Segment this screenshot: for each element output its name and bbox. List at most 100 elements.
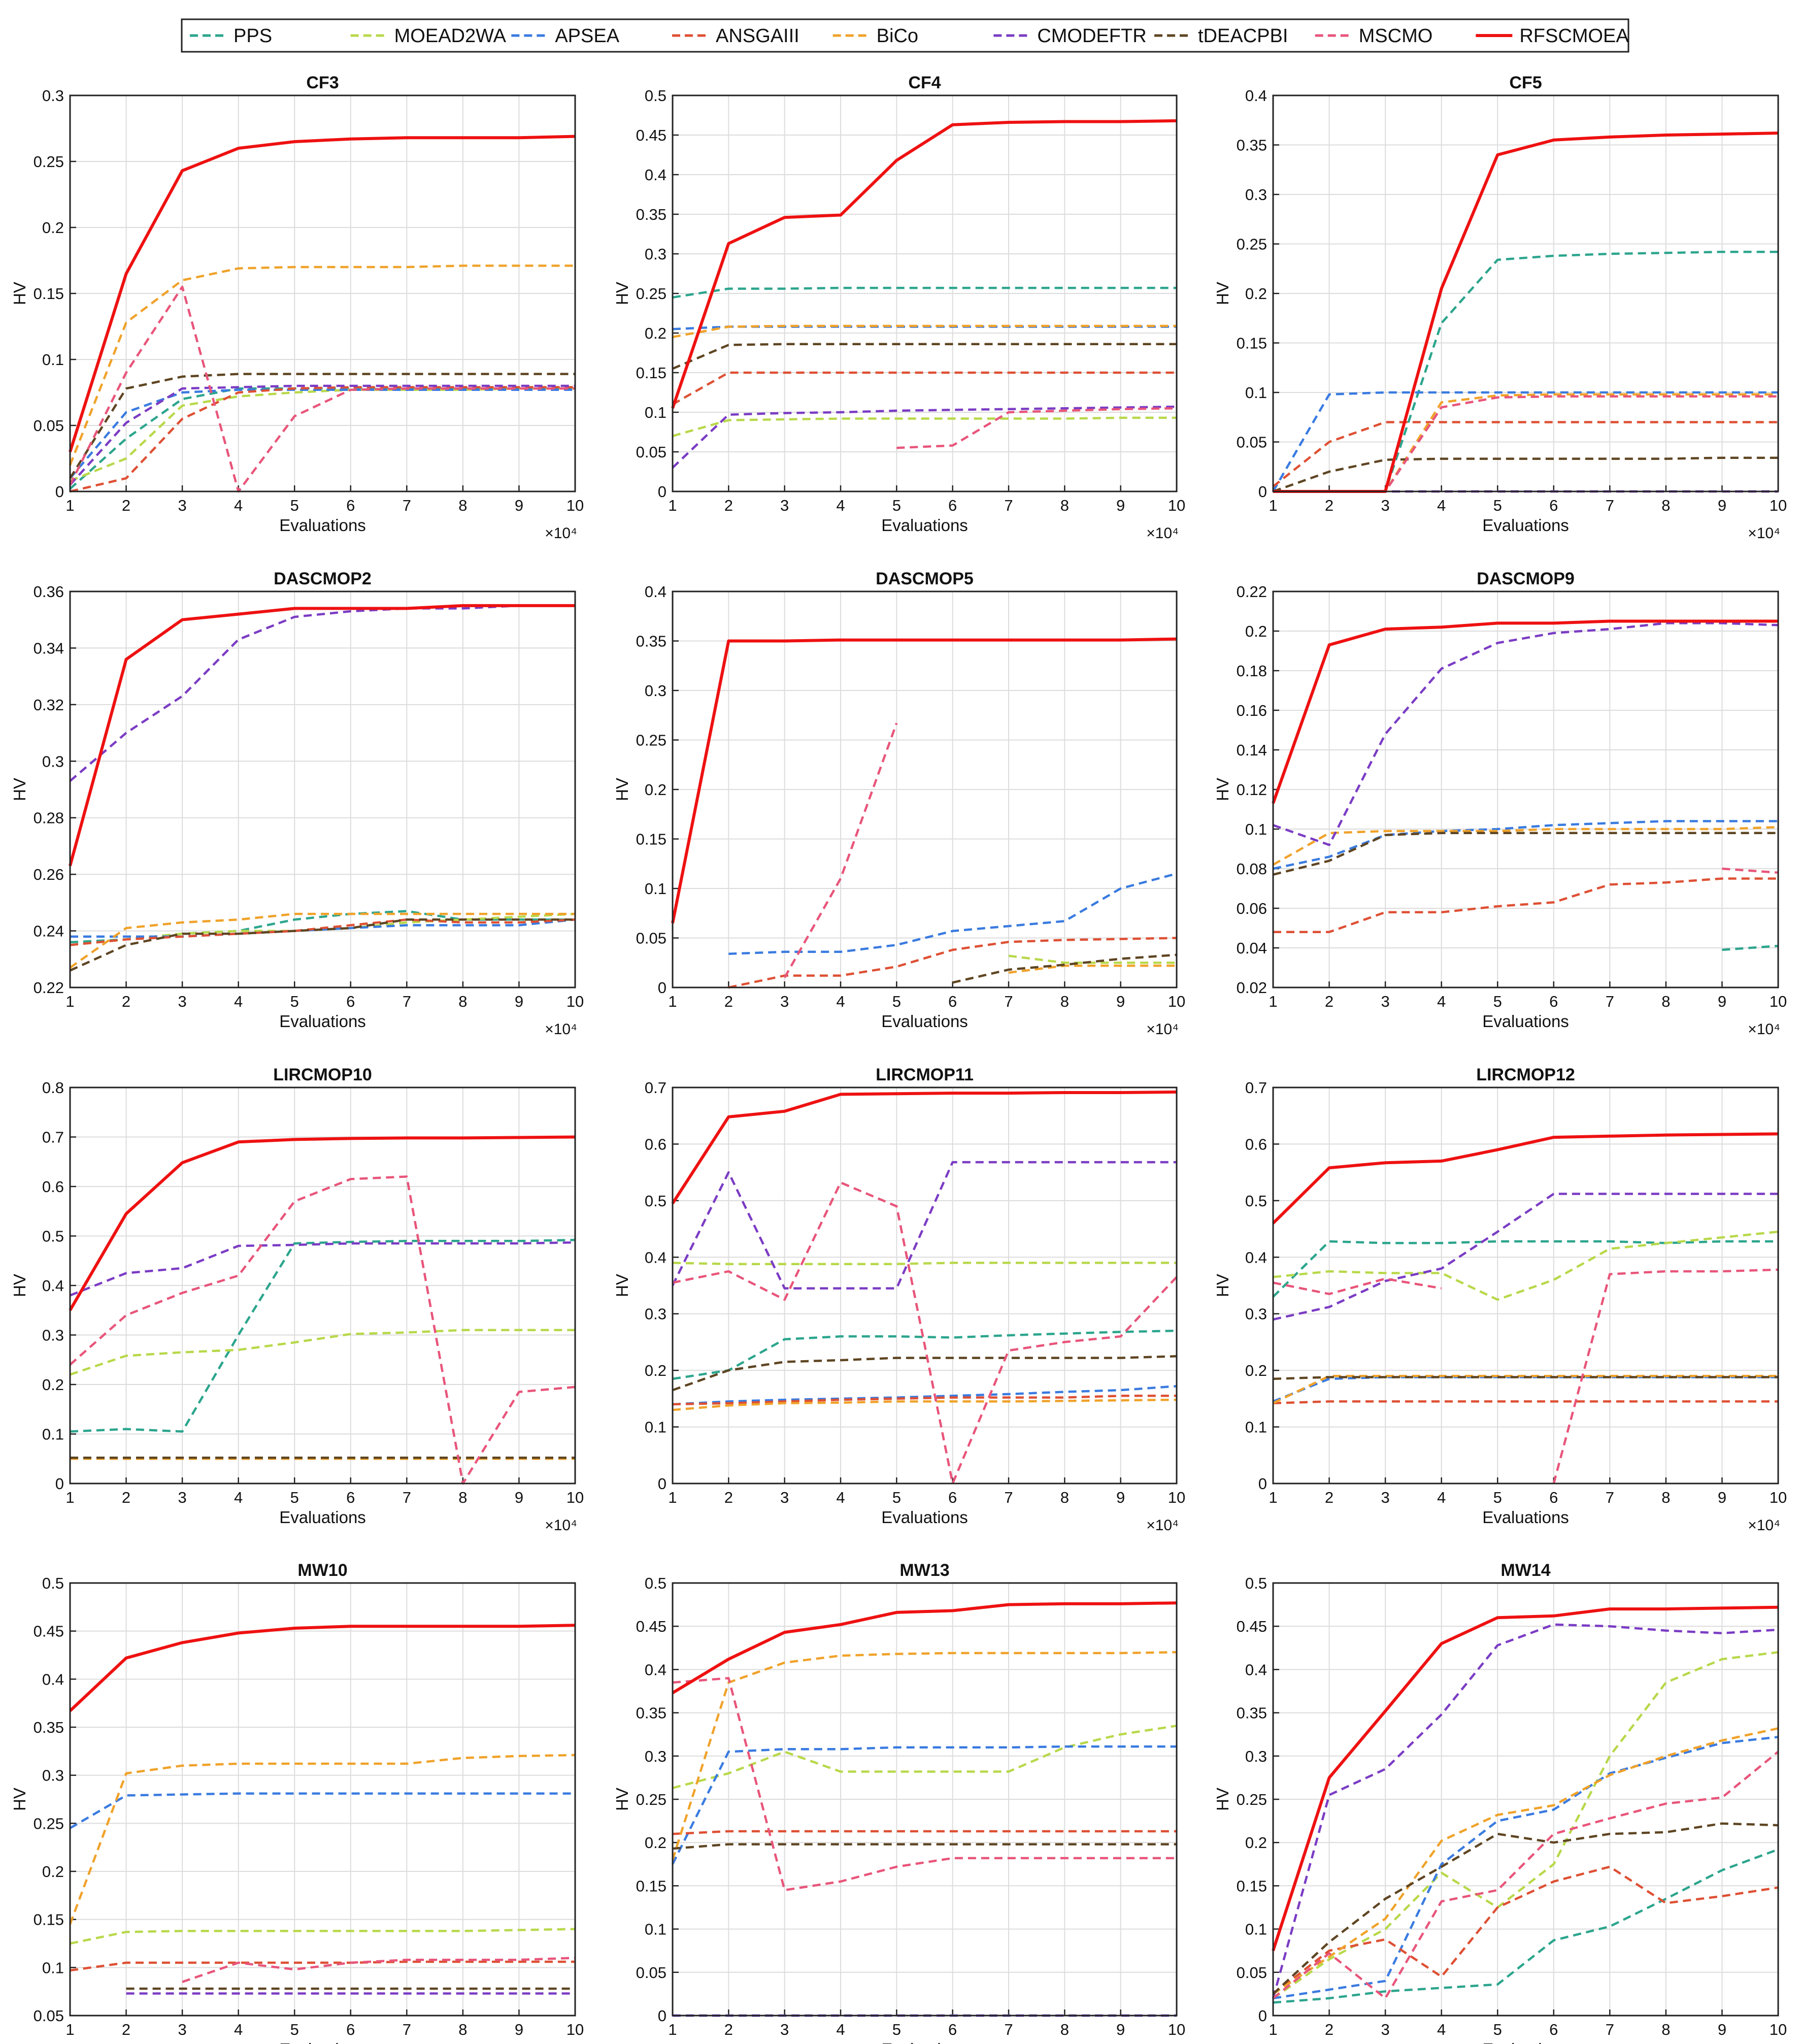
series-line-ansgaiii bbox=[1272, 421, 1778, 488]
y-tick-label: 0.5 bbox=[645, 87, 666, 105]
x-tick-label: 7 bbox=[1606, 497, 1614, 514]
x-tick-label: 6 bbox=[948, 993, 957, 1010]
axes-frame bbox=[1272, 1086, 1779, 1485]
chart-dascmop5: 0 0.05 0.1 0.15 0.2 0.25 0.3 0.35 0.4 1 2 3 4 5 6 7 8 9 10… bbox=[613, 569, 1185, 1038]
x-tick-label: 10 bbox=[1168, 2021, 1185, 2038]
series-line-cmodeftr bbox=[1273, 622, 1779, 846]
x-axis-label: Evaluations bbox=[881, 2040, 968, 2044]
x-tick-label: 8 bbox=[458, 2021, 467, 2038]
x-tick-label: 2 bbox=[122, 993, 130, 1010]
y-tick-label: 0.15 bbox=[1237, 1877, 1267, 1895]
chart-mw14: 0 0.05 0.1 0.15 0.2 0.25 0.3 0.35 0.4 0.45 0.5 1 2 3 4… bbox=[1213, 1561, 1787, 2044]
x-exponent-label: ×10⁴ bbox=[1748, 1517, 1780, 1534]
y-tick-label: 0.4 bbox=[1245, 87, 1267, 105]
series-line-tdeacpbi bbox=[672, 1355, 1177, 1392]
legend-box bbox=[181, 18, 1629, 53]
chart-title: CF4 bbox=[908, 73, 941, 92]
series-line-ansgaiii bbox=[70, 918, 576, 946]
series-line-tdeacpbi bbox=[672, 343, 1177, 370]
series-group bbox=[69, 1135, 576, 1485]
y-tick-label: 0 bbox=[658, 1475, 666, 1493]
series-line-pps bbox=[69, 387, 575, 490]
y-tick-label: 0.08 bbox=[1237, 860, 1267, 878]
chart-title: DASCMOP2 bbox=[274, 569, 372, 588]
x-tick-label: 2 bbox=[724, 1489, 733, 1506]
chart-grid: 00.050.10.150.20.250.31 2 3 4 5 6 7 8 9 10CF3Eval… bbox=[10, 73, 1787, 2044]
y-tick-label: 0.45 bbox=[636, 1618, 666, 1635]
y-tick-label: 0.3 bbox=[645, 1305, 666, 1323]
y-tick-label: 0 bbox=[658, 483, 666, 501]
x-tick-label: 4 bbox=[836, 497, 845, 514]
x-tick-label: 4 bbox=[234, 497, 243, 514]
axes-frame bbox=[672, 1582, 1178, 2017]
y-tick-label: 0.4 bbox=[645, 1248, 666, 1266]
series-line-apsea bbox=[1273, 1736, 1779, 2000]
y-tick-label: 0.14 bbox=[1237, 741, 1267, 759]
x-tick-label: 1 bbox=[668, 497, 677, 514]
y-tick-label: 0.6 bbox=[645, 1135, 666, 1153]
x-tick-label: 6 bbox=[1549, 1489, 1558, 1506]
legend-item-rfscmoea: RFSCMOEA bbox=[1476, 25, 1629, 47]
y-tick-label: 0.1 bbox=[1245, 384, 1267, 402]
x-tick-label: 5 bbox=[892, 497, 901, 514]
x-tick-label: 3 bbox=[178, 2021, 186, 2038]
y-tick-label: 0.3 bbox=[645, 682, 666, 700]
x-tick-label: 8 bbox=[1661, 497, 1670, 514]
x-tick-label: 10 bbox=[566, 497, 584, 514]
y-tick-label: 0.22 bbox=[1237, 583, 1267, 601]
y-tick-label: 0.4 bbox=[645, 583, 666, 601]
legend: PPS MOEAD2WA APSEA ANSGAIII BiCo CMODEFTR tDEA… bbox=[181, 18, 1629, 53]
y-tick-label: 0.1 bbox=[645, 880, 666, 898]
y-tick-label: 0 bbox=[1258, 483, 1267, 501]
series-line-cmodeftr bbox=[1272, 1623, 1779, 1999]
legend-label: APSEA bbox=[555, 25, 619, 47]
series-line-rfscmoea bbox=[1272, 1605, 1779, 1952]
legend-item-tdeacpbi: tDEACPBI bbox=[1154, 25, 1288, 47]
axes-frame bbox=[1272, 94, 1779, 492]
y-axis-label: HV bbox=[613, 1788, 631, 1811]
y-tick-label: 0.05 bbox=[1237, 434, 1267, 451]
chart-mw13: 0 0.05 0.1 0.15 0.2 0.25 0.3 0.35 0.4 0.45 0.5 1 2 3 4… bbox=[613, 1561, 1185, 2044]
x-tick-label: 10 bbox=[1168, 1489, 1185, 1506]
x-tick-label: 9 bbox=[1718, 2021, 1726, 2038]
x-tick-label: 8 bbox=[458, 497, 467, 514]
y-tick-label: 0.15 bbox=[636, 831, 666, 848]
x-tick-label: 7 bbox=[403, 993, 411, 1010]
y-tick-label: 0.15 bbox=[34, 1911, 64, 1929]
y-tick-label: 0.1 bbox=[42, 351, 64, 369]
series-line-apsea bbox=[672, 1385, 1177, 1406]
y-tick-label: 0.25 bbox=[1237, 1791, 1267, 1808]
series-line-ansgaiii bbox=[672, 1830, 1177, 1835]
x-tick-label: 10 bbox=[566, 1489, 584, 1506]
y-tick-label: 0.1 bbox=[645, 1419, 666, 1436]
axes-frame bbox=[69, 1582, 576, 2017]
x-tick-label: 6 bbox=[1549, 2021, 1558, 2038]
series-line-pps bbox=[70, 1239, 576, 1433]
axes-frame bbox=[672, 94, 1178, 492]
x-tick-label: 2 bbox=[122, 497, 130, 514]
x-tick-label: 7 bbox=[1606, 1489, 1614, 1506]
y-tick-label: 0.5 bbox=[645, 1574, 666, 1592]
chart-title: MW13 bbox=[899, 1561, 949, 1580]
y-tick-label: 0.02 bbox=[1237, 979, 1267, 997]
x-tick-label: 5 bbox=[1493, 1489, 1502, 1506]
series-line-rfscmoea bbox=[69, 604, 575, 867]
x-tick-label: 9 bbox=[1718, 993, 1726, 1010]
series-line-rfscmoea bbox=[1272, 619, 1778, 804]
y-tick-label: 0.15 bbox=[636, 1877, 666, 1895]
chart-cf3: 0 0.05 0.1 0.15 0.2 0.25 0.3 1 2 3 4 5 6 7 8 9 10 CF3 Eval… bbox=[10, 73, 584, 542]
y-tick-label: 0.4 bbox=[645, 1661, 666, 1678]
x-tick-label: 8 bbox=[1661, 2021, 1670, 2038]
x-axis-label: Evaluations bbox=[1482, 1508, 1569, 1527]
chart-lircmop12: 0 0.1 0.2 0.3 0.4 0.5 0.6 0.7 1 2 3 4 5 6 7 8 9 10 LIRCMOP… bbox=[1213, 1065, 1787, 1534]
x-tick-label: 9 bbox=[1116, 2021, 1125, 2038]
x-tick-label: 3 bbox=[1381, 2021, 1389, 2038]
x-tick-label: 3 bbox=[780, 993, 789, 1010]
chart-title: MW14 bbox=[1501, 1561, 1550, 1580]
y-tick-label: 0.32 bbox=[34, 696, 64, 714]
x-tick-label: 1 bbox=[65, 993, 74, 1010]
plot-area bbox=[1273, 1087, 1778, 1483]
x-tick-label: 6 bbox=[1549, 993, 1558, 1010]
series-line-pps bbox=[672, 1329, 1177, 1380]
